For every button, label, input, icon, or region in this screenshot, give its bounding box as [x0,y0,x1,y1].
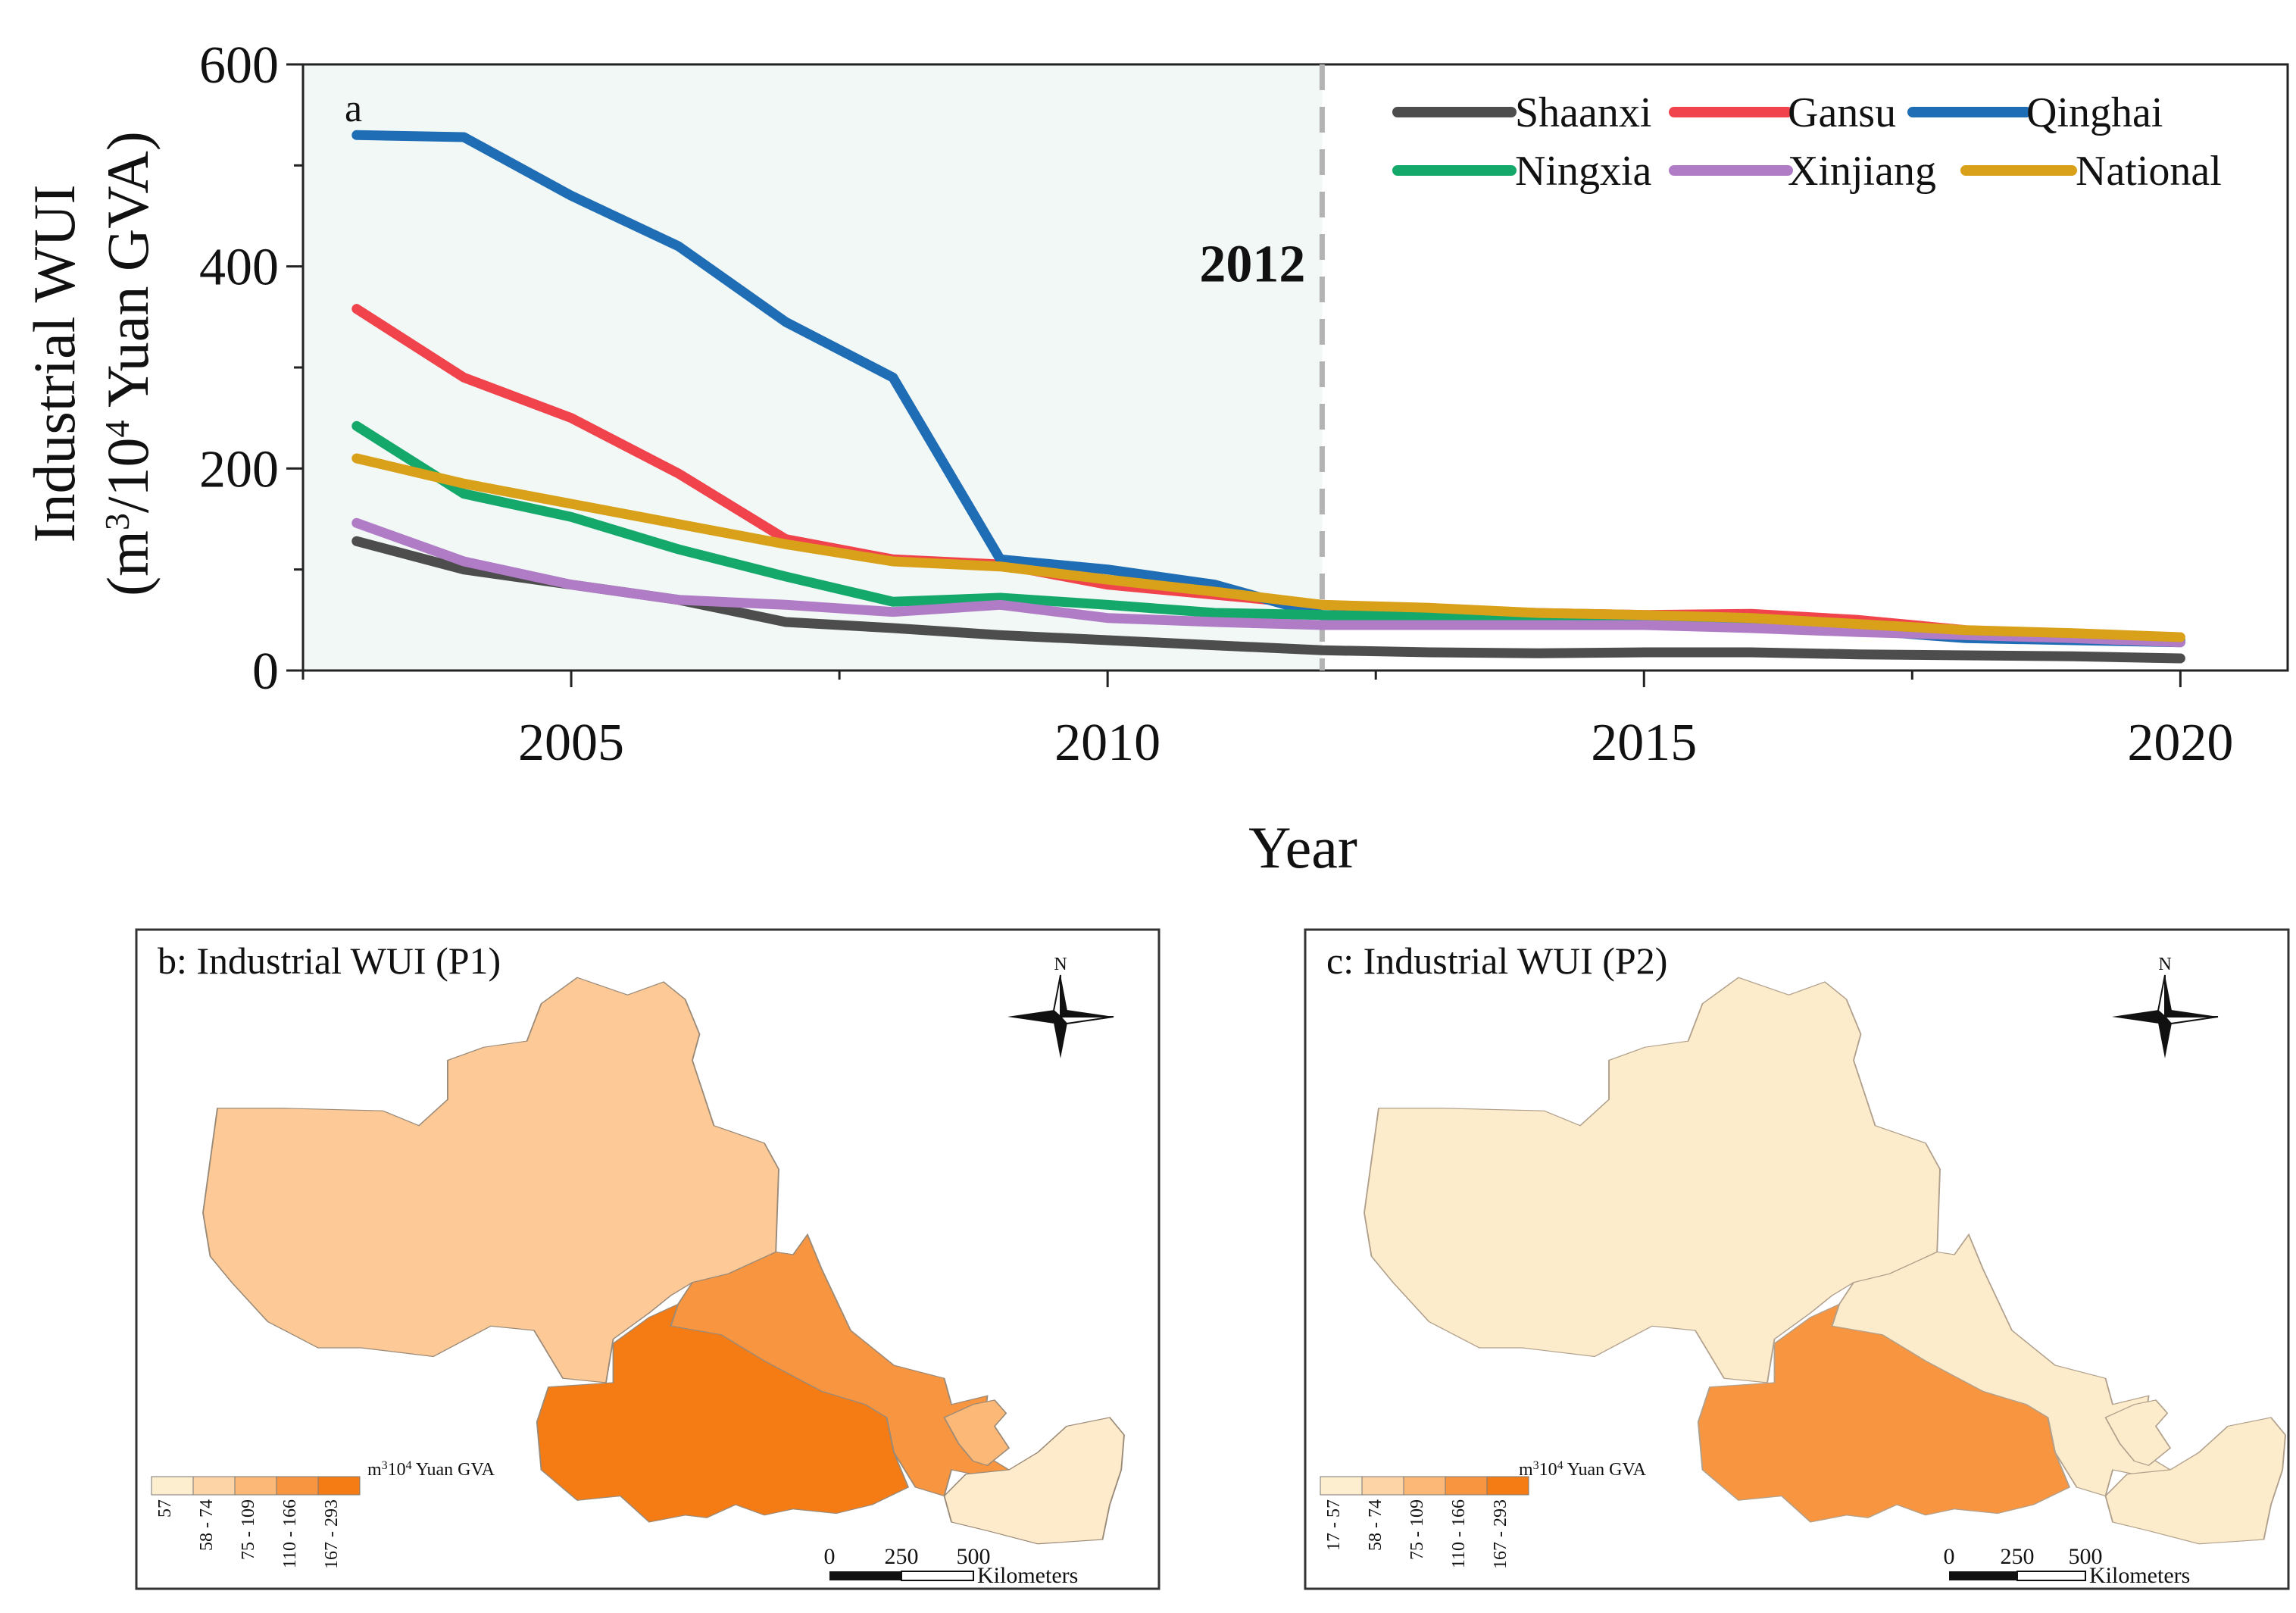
legend-class5-label-p2: 167 - 293 [1491,1499,1510,1569]
map-legend-p2: 17 - 57 58 - 74 75 - 109 110 - 166 167 -… [1320,1459,1647,1569]
scale-segment-black-p2 [1949,1571,2017,1580]
legend-swatch-class3-p1 [234,1476,277,1496]
legend-label-shaanxi: Shaanxi [1515,89,1651,136]
map-panel-p1: b: Industrial WUI (P1) N 57 58 - 74 75 -… [135,928,1160,1590]
scale-tick-0-p2: 0 [1944,1544,1955,1569]
scale-bar-p2: 0 250 500 Kilometers [1944,1544,2191,1588]
legend-entry-gansu: Gansu [1669,89,1896,136]
legend-class2-label-p1: 58 - 74 [197,1499,217,1551]
legend-swatch-class5-p2 [1486,1476,1529,1496]
panel-letter-a: a [345,87,362,130]
y-axis-title-units: (m3/104 Yuan GVA) [95,131,161,596]
legend-entry-ningxia: Ningxia [1392,148,1652,195]
x-tick-label-2015: 2015 [1591,714,1697,772]
scale-unit-p2: Kilometers [2089,1563,2190,1588]
scale-segment-white-p1 [901,1571,974,1581]
north-arrow-p2: N [2112,955,2219,1058]
legend-unit-p2: m3104 Yuan GVA [1519,1459,1647,1480]
x-tick-label-2010: 2010 [1054,714,1160,772]
x-axis: 2005 2010 2015 2020 [301,671,2233,772]
legend-label-ningxia: Ningxia [1515,148,1652,195]
legend-label-xinjiang: Xinjiang [1788,148,1936,195]
y-axis-title: Industrial WUI [21,185,87,543]
map-legend-p1: 57 58 - 74 75 - 109 110 - 166 167 - 293 … [151,1459,495,1569]
legend-entry-qinghai: Qinghai [1907,89,2163,136]
legend-swatch-class1-p1 [151,1476,194,1496]
legend-class4-label-p1: 110 - 166 [280,1499,300,1568]
series-line-xinjiang [351,517,2185,648]
map-panel-p2: c: Industrial WUI (P2) N 17 - 57 58 - 74… [1304,928,2290,1590]
legend-label-national: National [2076,148,2222,195]
north-letter-p2: N [2158,955,2171,974]
legend-swatch-class5-p1 [317,1476,361,1496]
scale-segment-white-p2 [2016,1571,2086,1581]
legend-class4-label-p2: 110 - 166 [1449,1499,1469,1568]
legend-label-qinghai: Qinghai [2026,89,2163,136]
series-line-national [351,453,2185,642]
north-arrow-p1: N [1007,955,1114,1058]
legend-class2-label-p2: 58 - 74 [1366,1499,1385,1551]
y-tick-label-200: 200 [199,440,279,499]
series-lines [351,130,2185,664]
y-axis: 0 200 400 600 [199,36,303,701]
scale-tick-500-p1: 500 [957,1544,991,1569]
y-tick-label-600: 600 [199,36,279,95]
legend-entry-shaanxi: Shaanxi [1392,89,1651,136]
legend: Shaanxi Gansu Qinghai Ningxia Xinjiang N… [1392,89,2222,195]
year-2012-marker-label: 2012 [1199,236,1305,294]
x-tick-label-2005: 2005 [518,714,624,772]
legend-swatch-class4-p2 [1445,1476,1488,1496]
map-title-p1: b: Industrial WUI (P1) [158,939,501,982]
scale-tick-0-p1: 0 [824,1544,836,1569]
legend-unit-p1: m3104 Yuan GVA [367,1459,495,1480]
scale-tick-250-p1: 250 [885,1544,919,1569]
scale-unit-p1: Kilometers [977,1563,1078,1588]
legend-class3-label-p2: 75 - 109 [1407,1499,1427,1560]
x-axis-title: Year [1248,814,1357,880]
scale-tick-500-p2: 500 [2069,1544,2103,1569]
legend-class1-label-p2: 17 - 57 [1324,1499,1344,1551]
legend-swatch-class2-p2 [1361,1476,1404,1496]
y-tick-label-0: 0 [252,642,279,701]
north-letter-p1: N [1054,955,1067,974]
y-axis-title-line1: Industrial WUI [21,185,87,543]
scale-bar-p1: 0 250 500 Kilometers [824,1544,1079,1588]
scale-segment-black-p1 [829,1571,901,1580]
legend-label-gansu: Gansu [1788,89,1896,136]
legend-entry-xinjiang: Xinjiang [1669,148,1936,195]
legend-class1-label-p1: 57 [155,1499,175,1518]
y-tick-label-400: 400 [199,239,279,297]
scale-tick-250-p2: 250 [2001,1544,2035,1569]
y-axis-units-text: (m3/104 Yuan GVA) [95,131,161,596]
legend-swatch-class1-p2 [1320,1476,1363,1496]
legend-swatch-class3-p2 [1403,1476,1446,1496]
map-title-p2: c: Industrial WUI (P2) [1326,939,1667,982]
legend-class3-label-p1: 75 - 109 [239,1499,258,1560]
legend-entry-national: National [1960,148,2222,195]
legend-class5-label-p1: 167 - 293 [322,1499,342,1569]
x-tick-label-2020: 2020 [2127,714,2233,772]
legend-swatch-class4-p1 [276,1476,319,1496]
legend-swatch-class2-p1 [192,1476,236,1496]
